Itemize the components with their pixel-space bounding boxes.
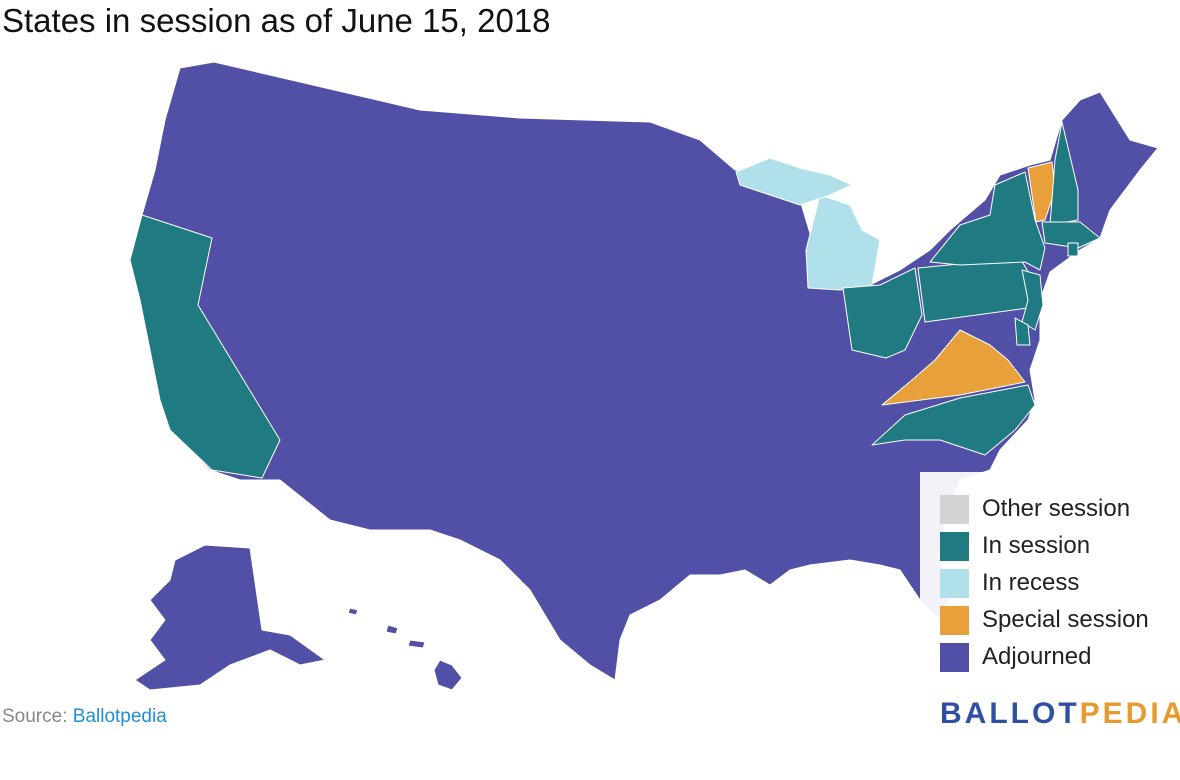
legend-swatch (940, 642, 969, 672)
legend: Other session In session In recess Speci… (920, 472, 1180, 684)
source-prefix: Source: (2, 706, 73, 727)
legend-label: Special session (982, 606, 1149, 633)
legend-item-adjourned: Adjourned (940, 642, 1091, 672)
michigan-lower (805, 194, 881, 291)
new-jersey (1021, 269, 1044, 331)
new-york (929, 171, 1046, 271)
legend-label: Adjourned (982, 643, 1092, 670)
legend-item-other-session: Other session (940, 494, 1130, 524)
north-carolina (871, 384, 1036, 456)
ohio (842, 267, 923, 359)
hawaii-islands (347, 607, 426, 649)
legend-label: In recess (982, 569, 1080, 596)
california (129, 214, 281, 479)
vermont (1027, 161, 1056, 223)
delaware (1014, 317, 1031, 346)
massachusetts (1041, 221, 1101, 249)
legend-label: In session (982, 532, 1091, 559)
legend-swatch (940, 568, 969, 598)
legend-swatch (940, 494, 969, 524)
legend-item-in-recess: In recess (940, 568, 1079, 598)
legend-label: Other session (982, 495, 1131, 522)
legend-item-special-session: Special session (940, 605, 1149, 635)
new-hampshire (1049, 121, 1079, 226)
source-link[interactable]: Ballotpedia (72, 706, 167, 727)
hawaii (433, 659, 463, 691)
legend-item-in-session: In session (940, 531, 1090, 561)
michigan-upper (735, 157, 853, 206)
alaska (134, 544, 326, 691)
map-title: States in session as of June 15, 2018 (2, 2, 551, 39)
ballotpedia-logo: BALLOTPEDIA (940, 697, 1180, 731)
logo-part-2: PEDIA (1079, 697, 1180, 730)
logo-part-1: BALLOT (940, 697, 1080, 730)
source-credit: Source: Ballotpedia (2, 706, 167, 728)
virginia (881, 329, 1026, 406)
legend-swatch (940, 531, 969, 561)
rhode-island (1067, 242, 1079, 257)
legend-swatch (940, 605, 969, 635)
